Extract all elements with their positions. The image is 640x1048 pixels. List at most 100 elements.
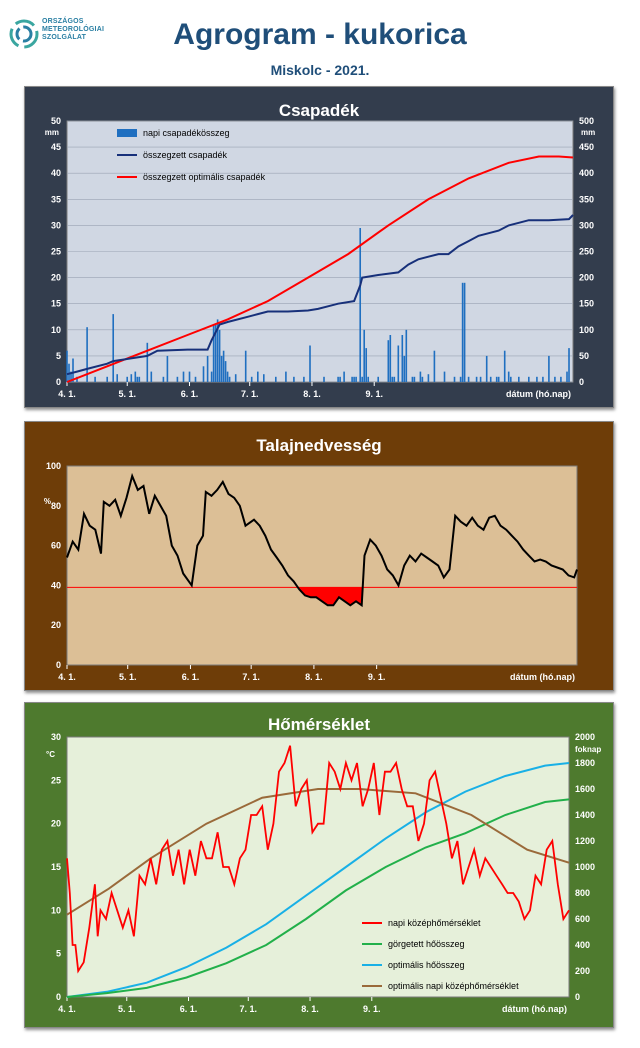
daily-precip-bar — [106, 376, 109, 382]
daily-precip-bar — [112, 314, 115, 382]
daily-precip-bar — [542, 376, 544, 382]
daily-precip-bar — [76, 376, 78, 382]
daily-precip-bar — [403, 355, 406, 382]
daily-precip-bar — [353, 376, 355, 382]
soil-moisture-line — [66, 472, 578, 608]
temperature-y-tick-label: 5 — [56, 949, 61, 959]
soil-moisture-y-tick-label: 20 — [51, 620, 61, 630]
daily-precip-bar — [218, 329, 221, 382]
daily-precip-bar — [405, 329, 408, 382]
daily-precip-bar — [463, 282, 466, 382]
daily-precip-bar — [497, 376, 500, 382]
temperature-y-unit: °C — [46, 750, 55, 759]
precipitation-y-unit: mm — [45, 128, 59, 137]
daily-precip-bar — [489, 376, 492, 382]
precipitation-x-tick-label: 5. 1. — [118, 389, 136, 399]
temperature-y2-tick-label: 1200 — [575, 836, 595, 846]
omsz-logo: ORSZÁGOS METEOROLÓGIAI SZOLGÁLAT — [8, 18, 118, 54]
precipitation-y2-tick-label: 0 — [579, 377, 584, 387]
page-title: Agrogram - kukorica — [173, 18, 467, 51]
soil-moisture-x-tick-label: 7. 1. — [242, 672, 260, 682]
soil-moisture-y-tick-label: 40 — [51, 580, 61, 590]
daily-precip-bar — [222, 350, 225, 382]
legend-rolling-heat-sum-label: görgetett hőösszeg — [388, 939, 465, 949]
precipitation-y-tick-label: 30 — [51, 220, 61, 230]
daily-precip-bar — [401, 335, 404, 382]
daily-precip-bar — [351, 376, 353, 382]
daily-precip-bar — [566, 371, 568, 382]
daily-precip-bar — [560, 376, 562, 382]
daily-precip-bar — [568, 348, 570, 382]
org-line1: ORSZÁGOS — [42, 18, 84, 25]
legend-label-optimal-precip: összegzett optimális csapadék — [143, 172, 266, 182]
daily-precip-bar — [355, 376, 357, 382]
precipitation-x-tick-label: 7. 1. — [241, 389, 259, 399]
temperature-plot-area — [66, 736, 570, 998]
daily-precip-bar — [495, 376, 498, 382]
cumulative-precip-line — [66, 214, 574, 376]
daily-precip-bar — [194, 376, 197, 382]
soil-moisture-y-tick-label: 80 — [51, 501, 61, 511]
temperature-y2-tick-label: 800 — [575, 888, 590, 898]
soil-moisture-panel: 0 20 40 60 80 100% 4. 1. 5. 1. 6. 1. 7. 1. 8. 1. 9.… — [24, 421, 614, 691]
soil-moisture-y-unit: % — [44, 497, 51, 506]
daily-precip-bar — [393, 376, 396, 382]
precipitation-title: Csapadék — [278, 101, 360, 120]
precipitation-y-tick-label: 5 — [56, 351, 61, 361]
page-subtitle: Miskolc - 2021. — [270, 62, 370, 78]
precipitation-y-tick-label: 35 — [51, 194, 61, 204]
temperature-y-tick-label: 25 — [51, 775, 61, 785]
soil-moisture-deficit-area — [297, 587, 363, 606]
daily-precip-bar — [214, 324, 217, 382]
legend-label-cumulative-precip: összegzett csapadék — [143, 150, 228, 160]
daily-precip-bar — [528, 376, 530, 382]
precipitation-y2-tick-label: 350 — [579, 194, 594, 204]
daily-precip-bar — [343, 371, 345, 382]
temperature-x-tick-label: 4. 1. — [58, 1004, 76, 1014]
soil-moisture-title: Talajnedvesség — [256, 436, 382, 455]
daily-precip-bar — [411, 376, 414, 382]
daily-precip-bar — [303, 376, 305, 382]
temperature-y2-tick-label: 200 — [575, 966, 590, 976]
precipitation-y2-tick-label: 250 — [579, 247, 594, 257]
daily-precip-bar — [421, 376, 424, 382]
precipitation-x-tick-label: 6. 1. — [181, 389, 199, 399]
temperature-x-tick-label: 8. 1. — [301, 1004, 319, 1014]
daily-precip-bar — [275, 376, 277, 382]
temperature-y2-tick-label: 1600 — [575, 784, 595, 794]
daily-precip-bar — [250, 376, 253, 382]
daily-precip-bar — [166, 355, 169, 382]
logo-text: ORSZÁGOS METEOROLÓGIAI SZOLGÁLAT — [42, 18, 104, 42]
header: ORSZÁGOS METEOROLÓGIAI SZOLGÁLAT Agrogra… — [0, 0, 640, 86]
precipitation-y2-tick-label: 450 — [579, 142, 594, 152]
org-line2: METEOROLÓGIAI — [42, 26, 105, 33]
daily-precip-bar — [202, 366, 205, 382]
daily-precip-bar — [337, 376, 339, 382]
daily-precip-bar — [86, 327, 88, 382]
temperature-x-tick-label: 5. 1. — [118, 1004, 136, 1014]
precipitation-y2-tick-label: 50 — [579, 351, 589, 361]
soil-moisture-x-tick-label: 6. 1. — [182, 672, 200, 682]
daily-precip-bar — [220, 355, 223, 382]
temperature-y2-tick-label: 0 — [575, 992, 580, 1002]
temperature-y-tick-label: 0 — [56, 992, 61, 1002]
daily-precip-bar — [126, 376, 129, 382]
daily-precip-bar — [361, 376, 364, 382]
daily-precip-bar — [427, 374, 430, 382]
daily-mean-temp-line — [66, 745, 570, 974]
daily-precip-bar — [210, 371, 213, 382]
daily-precip-bar — [387, 340, 390, 382]
precipitation-x-tick-label: 9. 1. — [365, 389, 383, 399]
precipitation-panel: 0 5 10 15 20 25 30 35 40 45 50 0 50 100 150 200 250 300 35… — [24, 86, 614, 408]
org-line3: SZOLGÁLAT — [42, 34, 87, 41]
precipitation-x-tick-label: 4. 1. — [58, 389, 76, 399]
optimal-daily-mean-temp-line — [66, 788, 570, 916]
temperature-y-tick-label: 20 — [51, 819, 61, 829]
temperature-y2-tick-label: 1400 — [575, 810, 595, 820]
logo-swirl-icon — [9, 19, 39, 49]
cumulative-optimal-precip-line — [66, 155, 574, 383]
daily-precip-bar — [548, 355, 550, 382]
soil-moisture-x-tick-label: 9. 1. — [368, 672, 386, 682]
daily-precip-bar — [443, 371, 446, 382]
precipitation-y-tick-label: 50 — [51, 116, 61, 126]
